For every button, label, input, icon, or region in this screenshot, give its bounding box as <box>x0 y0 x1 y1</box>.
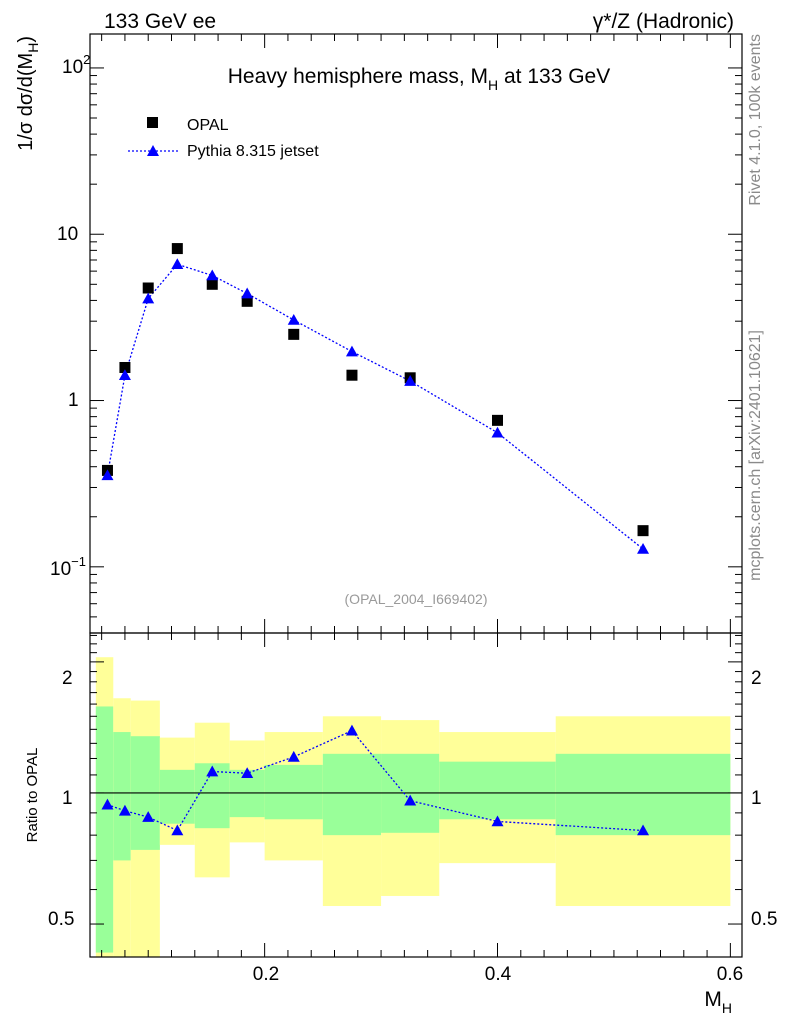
mc-ratio-point <box>637 824 650 836</box>
analysis-id-label: (OPAL_2004_I669402) <box>345 591 488 607</box>
mc-ratio-point <box>491 815 504 827</box>
mc-data-point <box>101 469 114 481</box>
mc-ratio-point <box>241 767 254 779</box>
legend-data-label: OPAL <box>187 117 229 134</box>
opal-data-point <box>142 282 154 294</box>
xtick-label-0.4: 0.4 <box>485 964 512 985</box>
mcplots-source-label: mcplots.cern.ch [arXiv:2401.10621] <box>747 330 764 581</box>
mc-data-point <box>491 426 504 438</box>
opal-data-point <box>637 525 649 537</box>
mc-ratio-point <box>101 798 114 810</box>
legend-mc-label: Pythia 8.315 jetset <box>187 143 319 160</box>
mc-data-point <box>142 292 155 304</box>
ratio-ytick-label-05-right: 0.5 <box>751 909 777 930</box>
ratio-band-inner <box>322 753 382 836</box>
ratio-plot-frame <box>89 632 743 958</box>
ratio-frame-rect <box>89 632 743 958</box>
ratio-band-inner <box>113 732 131 861</box>
ratio-ytick-label-05-left: 0.5 <box>48 909 74 930</box>
mc-ratio-point <box>404 794 417 806</box>
main-y-axis-label: 1/σ dσ/d(MH) <box>15 36 41 151</box>
mc-ratio-point <box>206 765 219 777</box>
xtick-label-0.2: 0.2 <box>253 964 279 985</box>
mc-ratio-point <box>118 804 131 816</box>
rivet-version-label: Rivet 4.1.0, 100k events <box>747 34 764 206</box>
mc-line <box>106 263 644 550</box>
ytick-label-1: 1 <box>68 390 79 411</box>
mc-ratio-point <box>287 750 300 762</box>
ytick-label-10: 10 <box>57 224 78 245</box>
mc-data-point <box>206 269 219 281</box>
ratio-band-inner <box>439 761 556 820</box>
opal-data-point <box>119 361 131 373</box>
ratio-band-inner <box>95 706 114 953</box>
opal-data-point <box>206 278 218 290</box>
legend-data-marker <box>147 117 158 128</box>
x-axis-label: MH <box>704 988 732 1016</box>
opal-data-point <box>241 295 253 307</box>
ratio-ytick-label-1-right: 1 <box>751 788 762 809</box>
main-plot-series <box>101 243 650 554</box>
ytick-label-01: 10−1 <box>50 554 86 580</box>
mc-data-point <box>345 345 358 357</box>
legend: OPAL Pythia 8.315 jetset <box>128 117 319 160</box>
main-plot-ticks <box>90 34 742 634</box>
main-plot-title: Heavy hemisphere mass, MH at 133 GeV <box>228 65 610 93</box>
xtick-label-0.6: 0.6 <box>717 964 743 985</box>
mc-data-point <box>171 258 184 270</box>
mc-ratio-line <box>107 729 644 832</box>
mc-ratio-point <box>171 824 184 836</box>
ratio-series <box>101 724 650 836</box>
mc-data-point <box>287 313 300 325</box>
ratio-band-inner <box>159 769 195 824</box>
opal-data-point <box>346 369 358 381</box>
mc-data-point <box>637 542 650 554</box>
mc-data-point <box>241 287 254 299</box>
opal-data-point <box>288 328 300 340</box>
mc-data-point <box>404 375 417 386</box>
opal-data-point <box>171 243 183 255</box>
mc-ratio-point <box>345 724 358 736</box>
ratio-band-inner <box>264 764 323 820</box>
mc-ratio-point <box>142 811 155 822</box>
ratio-ytick-label-2-left: 2 <box>62 668 73 689</box>
ratio-uncertainty-bands <box>90 657 742 957</box>
mc-data-point <box>118 369 131 381</box>
ratio-ytick-label-2-right: 2 <box>751 668 762 689</box>
ytick-label-100: 102 <box>62 52 90 78</box>
opal-data-point <box>492 414 503 426</box>
header-right-label: γ*/Z (Hadronic) <box>593 10 734 33</box>
ratio-ytick-label-1-left: 1 <box>62 788 73 809</box>
ratio-plot-ticks <box>90 633 742 957</box>
ratio-y-axis-label: Ratio to OPAL <box>24 748 41 843</box>
ratio-band-inner <box>555 753 731 836</box>
header-left-label: 133 GeV ee <box>104 10 216 33</box>
legend-mc-marker <box>147 145 159 156</box>
